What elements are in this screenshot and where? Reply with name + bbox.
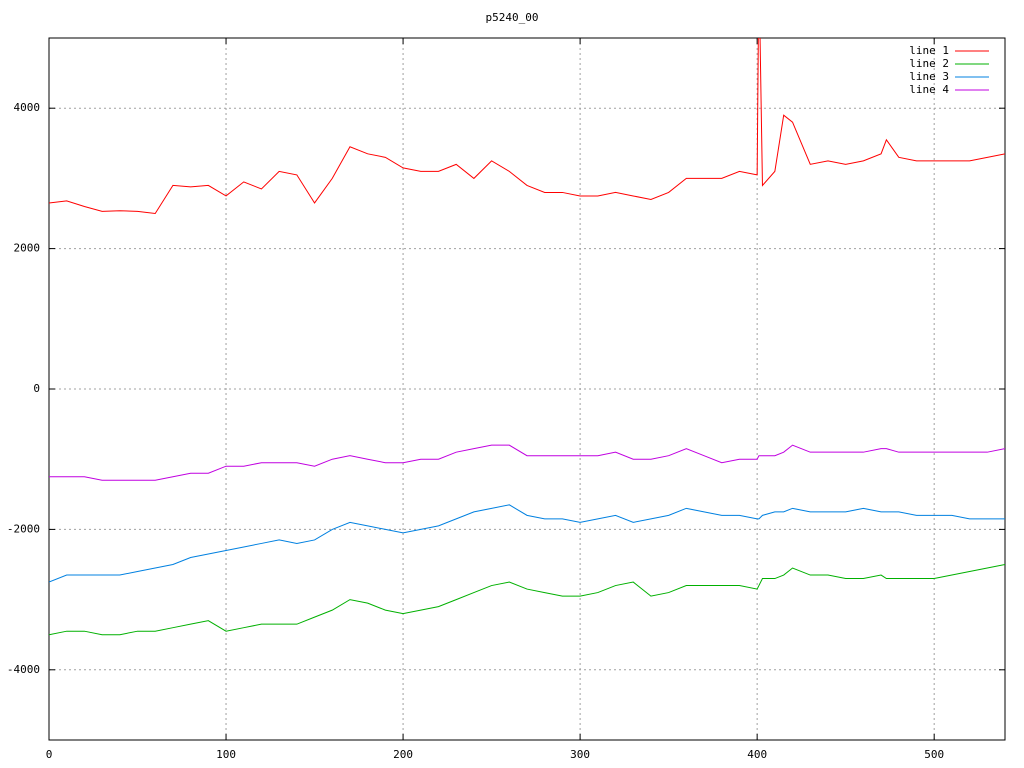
chart-title: p5240_00 <box>486 11 539 24</box>
x-tick-label: 200 <box>393 748 413 761</box>
x-tick-label: 400 <box>747 748 767 761</box>
data-line <box>49 444 1005 481</box>
legend-label: line 1 <box>909 44 949 57</box>
data-line <box>49 504 1005 583</box>
y-tick-label: -2000 <box>7 522 40 535</box>
y-tick-label: -4000 <box>7 663 40 676</box>
x-tick-label: 300 <box>570 748 590 761</box>
x-tick-label: 0 <box>46 748 53 761</box>
plot-frame <box>48 37 1006 741</box>
legend-label: line 3 <box>909 70 949 83</box>
y-tick-label: 2000 <box>14 242 41 255</box>
y-tick-label: 0 <box>33 382 40 395</box>
data-line <box>49 38 1005 215</box>
y-tick-label: 4000 <box>14 101 41 114</box>
data-line <box>49 564 1005 636</box>
plot-area <box>49 38 1005 636</box>
legend-label: line 2 <box>909 57 949 70</box>
x-tick-label: 100 <box>216 748 236 761</box>
legend-label: line 4 <box>909 83 949 96</box>
x-tick-label: 500 <box>924 748 944 761</box>
